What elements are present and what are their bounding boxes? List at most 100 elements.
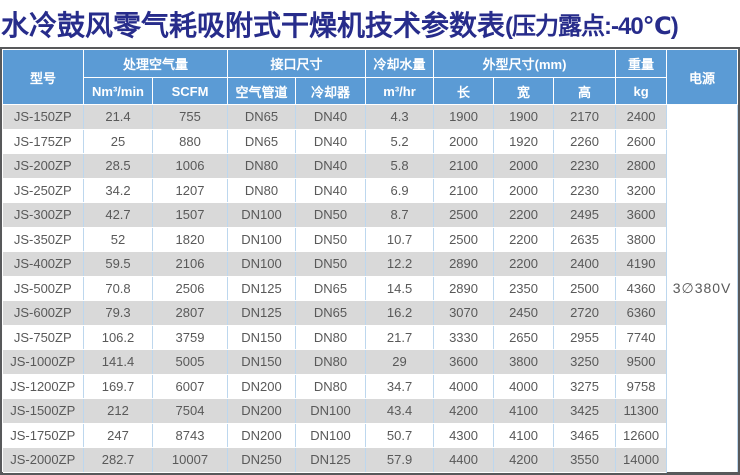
cell-height: 2400 [553, 251, 617, 277]
cell-width: 4100 [493, 423, 555, 448]
cell-weight-kg: 6360 [615, 300, 668, 326]
cell-m3-per-hr: 4.3 [365, 104, 435, 130]
cell-length: 2000 [433, 129, 495, 154]
table-row: JS-300ZP 42.7 1507 DN100 DN50 8.7 2500 2200 2495… [2, 202, 738, 228]
cell-length: 2100 [433, 153, 495, 179]
table-header: 型号 处理空气量 接口尺寸 冷却水量 外型尺寸(mm) 重量 电源 Nm³/mi… [2, 49, 739, 105]
cell-length: 3330 [433, 325, 495, 350]
cell-scfm: 2506 [152, 276, 229, 301]
cell-height: 2500 [553, 276, 617, 301]
page-title: 水冷鼓风零气耗吸附式干燥机技术参数表 (压力露点:-40℃) [0, 0, 740, 47]
cell-scfm: 6007 [152, 374, 229, 399]
cell-air-pipe: DN200 [227, 398, 297, 424]
cell-weight-kg: 4360 [615, 276, 668, 301]
table-row: JS-1200ZP 169.7 6007 DN200 DN80 34.7 4000 4000 3… [2, 374, 738, 399]
model-cell: JS-175ZP [2, 129, 84, 154]
model-cell: JS-400ZP [2, 251, 84, 277]
cell-width: 3800 [493, 349, 555, 375]
col-header-dimensions-group: 外型尺寸(mm) [433, 49, 617, 78]
cell-air-pipe: DN200 [227, 374, 297, 399]
model-cell: JS-150ZP [2, 104, 84, 130]
cell-air-pipe: DN65 [227, 104, 297, 130]
cell-length: 4000 [433, 374, 495, 399]
spec-table: 型号 处理空气量 接口尺寸 冷却水量 外型尺寸(mm) 重量 电源 Nm³/mi… [2, 49, 739, 473]
cell-width: 2000 [493, 178, 555, 203]
cell-length: 2890 [433, 251, 495, 277]
cell-width: 2200 [493, 251, 555, 277]
cell-width: 1920 [493, 129, 555, 154]
cell-height: 3275 [553, 374, 617, 399]
cell-m3-per-hr: 8.7 [365, 202, 435, 228]
cell-m3-per-hr: 57.9 [365, 447, 435, 473]
cell-height: 2955 [553, 325, 617, 350]
cell-m3-per-hr: 6.9 [365, 178, 435, 203]
cell-weight-kg: 2400 [615, 104, 668, 130]
model-cell: JS-300ZP [2, 202, 84, 228]
cell-cooler: DN50 [295, 227, 367, 252]
model-cell: JS-250ZP [2, 178, 84, 203]
cell-scfm: 1507 [152, 202, 229, 228]
cell-nm3-per-min: 282.7 [83, 447, 153, 473]
cell-scfm: 10007 [152, 447, 229, 473]
cell-nm3-per-min: 42.7 [83, 202, 153, 228]
power-supply-cell: 3∅380V [666, 104, 739, 472]
cell-weight-kg: 9500 [615, 349, 668, 375]
col-header-cooling-water-group: 冷却水量 [365, 49, 435, 78]
cell-length: 3600 [433, 349, 495, 375]
model-cell: JS-2000ZP [2, 447, 84, 473]
cell-nm3-per-min: 141.4 [83, 349, 153, 375]
cell-weight-kg: 2800 [615, 153, 668, 179]
spec-table-frame: 型号 处理空气量 接口尺寸 冷却水量 外型尺寸(mm) 重量 电源 Nm³/mi… [0, 47, 740, 475]
cell-length: 2500 [433, 202, 495, 228]
cell-height: 2260 [553, 129, 617, 154]
cell-cooler: DN80 [295, 349, 367, 375]
cell-air-pipe: DN100 [227, 202, 297, 228]
cell-m3-per-hr: 5.8 [365, 153, 435, 179]
cell-length: 2890 [433, 276, 495, 301]
cell-nm3-per-min: 28.5 [83, 153, 153, 179]
cell-length: 2500 [433, 227, 495, 252]
col-header-weight-group: 重量 [615, 49, 668, 78]
table-row: JS-500ZP 70.8 2506 DN125 DN65 14.5 2890 2350 250… [2, 276, 738, 301]
table-row: JS-250ZP 34.2 1207 DN80 DN40 6.9 2100 2000 2230 3… [2, 178, 738, 203]
table-row: JS-350ZP 52 1820 DN100 DN50 10.7 2500 2200 2635 3… [2, 227, 738, 252]
col-header-length: 长 [433, 77, 495, 105]
table-row: JS-2000ZP 282.7 10007 DN250 DN125 57.9 4400 420… [2, 447, 738, 473]
cell-height: 3465 [553, 423, 617, 448]
cell-air-pipe: DN100 [227, 227, 297, 252]
cell-scfm: 2807 [152, 300, 229, 326]
cell-m3-per-hr: 29 [365, 349, 435, 375]
cell-height: 2170 [553, 104, 617, 130]
col-header-kg: kg [615, 77, 668, 105]
col-header-width: 宽 [493, 77, 555, 105]
cell-width: 4000 [493, 374, 555, 399]
model-cell: JS-1200ZP [2, 374, 84, 399]
cell-height: 2230 [553, 178, 617, 203]
cell-air-pipe: DN125 [227, 276, 297, 301]
cell-nm3-per-min: 106.2 [83, 325, 153, 350]
col-header-nm3-per-min: Nm³/min [83, 77, 153, 105]
cell-cooler: DN65 [295, 300, 367, 326]
cell-height: 2635 [553, 227, 617, 252]
cell-nm3-per-min: 52 [83, 227, 153, 252]
cell-length: 4400 [433, 447, 495, 473]
cell-air-pipe: DN150 [227, 325, 297, 350]
model-cell: JS-500ZP [2, 276, 84, 301]
model-cell: JS-350ZP [2, 227, 84, 252]
cell-m3-per-hr: 5.2 [365, 129, 435, 154]
table-row: JS-200ZP 28.5 1006 DN80 DN40 5.8 2100 2000 2230 2… [2, 153, 738, 179]
cell-cooler: DN40 [295, 178, 367, 203]
cell-nm3-per-min: 212 [83, 398, 153, 424]
cell-weight-kg: 11300 [615, 398, 668, 424]
cell-nm3-per-min: 59.5 [83, 251, 153, 277]
cell-m3-per-hr: 50.7 [365, 423, 435, 448]
cell-scfm: 7504 [152, 398, 229, 424]
cell-scfm: 880 [152, 129, 229, 154]
model-cell: JS-1500ZP [2, 398, 84, 424]
table-row: JS-1000ZP 141.4 5005 DN150 DN80 29 3600 3800 325… [2, 349, 738, 375]
cell-cooler: DN50 [295, 251, 367, 277]
cell-m3-per-hr: 10.7 [365, 227, 435, 252]
cell-scfm: 8743 [152, 423, 229, 448]
cell-scfm: 5005 [152, 349, 229, 375]
